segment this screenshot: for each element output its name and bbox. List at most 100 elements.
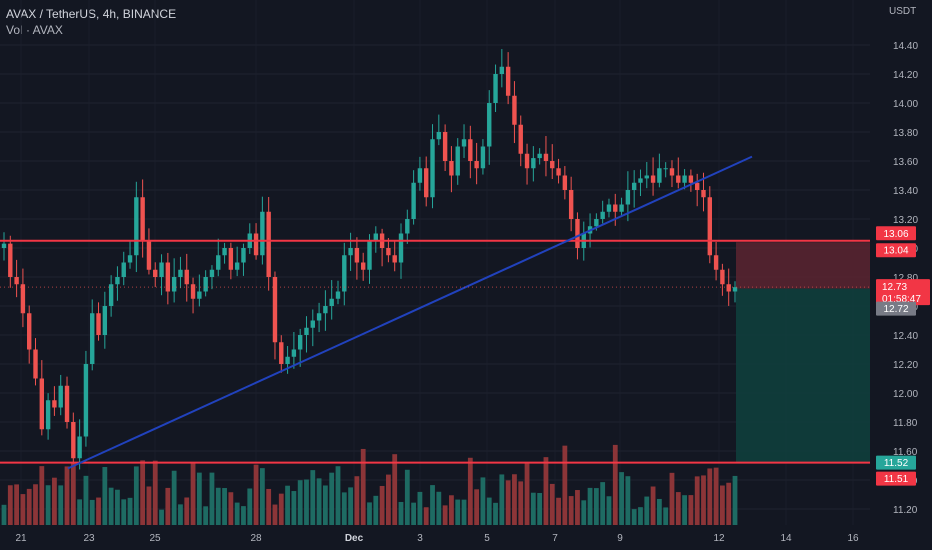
- volume-bar: [58, 485, 64, 525]
- volume-bar: [39, 466, 45, 525]
- volume-bar: [367, 502, 372, 525]
- candle-body: [285, 356, 290, 364]
- position-price-badge: [876, 301, 916, 316]
- price-tick-label: 12.20: [893, 360, 918, 371]
- price-axis[interactable]: USDT 14.40 14.20 14.00 13.80 13.60 13.40 13.20…: [889, 6, 918, 516]
- resistance-badge-a: [876, 226, 916, 241]
- candle-body: [568, 190, 574, 219]
- candle-body: [619, 204, 624, 212]
- candle-body: [701, 190, 706, 198]
- volume-bar: [253, 464, 259, 525]
- drawings[interactable]: [0, 155, 870, 470]
- candle-body: [8, 243, 13, 277]
- date-tick-label: 7: [552, 533, 558, 544]
- volume-bar: [568, 496, 574, 525]
- volume-bar: [682, 495, 687, 525]
- volume-bar: [159, 509, 164, 525]
- volume-bar: [549, 483, 555, 525]
- candle-body: [562, 175, 568, 190]
- volume-bar: [524, 463, 530, 525]
- candle-body: [335, 291, 341, 299]
- volume-bar: [688, 495, 694, 525]
- candle-body: [197, 291, 202, 299]
- candle-body: [342, 255, 347, 292]
- candle-body: [58, 385, 63, 408]
- volume-bar: [222, 488, 227, 525]
- candle-body: [468, 139, 473, 161]
- trend-line[interactable]: [67, 155, 753, 470]
- volume-bar: [64, 466, 70, 525]
- position-price-text: 12.72: [883, 304, 908, 315]
- candle-body: [669, 168, 675, 176]
- volume-bar: [152, 460, 158, 525]
- candle-body: [720, 269, 725, 285]
- volume-indicator-label[interactable]: Vol · AVAX: [6, 23, 63, 37]
- take-profit-zone[interactable]: [736, 288, 870, 463]
- last-price-badge: [876, 279, 930, 306]
- last-price-text: 12.73: [882, 282, 907, 293]
- volume-bar: [449, 495, 454, 525]
- volume-bar: [505, 480, 511, 525]
- candle-body: [348, 248, 353, 256]
- candle-body: [241, 248, 246, 263]
- candle-body: [134, 197, 139, 256]
- candle-body: [411, 182, 416, 219]
- price-tick-label: 14.00: [893, 99, 918, 110]
- date-tick-label: 9: [617, 533, 623, 544]
- volume-bar: [619, 472, 624, 525]
- volume-bar: [329, 472, 335, 525]
- volume-bar: [341, 492, 347, 525]
- price-tick-label: 11.80: [893, 418, 918, 429]
- volume-bar: [656, 498, 662, 525]
- volume-bar: [297, 480, 303, 525]
- time-axis[interactable]: 21 23 25 28 Dec 3 5 7 9 12 14 16: [15, 533, 859, 544]
- candle-body: [253, 233, 259, 256]
- volume-bar: [606, 496, 612, 525]
- volume-bar: [140, 460, 146, 525]
- chart-header: AVAX / TetherUS, 4h, BINANCE Vol · AVAX: [6, 6, 176, 38]
- volume-bar: [33, 484, 38, 525]
- volume-bar: [518, 481, 524, 525]
- countdown-text: 01:58:47: [882, 294, 921, 305]
- volume-bar: [291, 491, 297, 525]
- resistance-badge-a-text: 13.06: [883, 229, 908, 240]
- volume-bar: [146, 486, 152, 525]
- candle-body: [474, 161, 479, 169]
- candle-body: [190, 284, 196, 299]
- candle-body: [39, 378, 45, 430]
- candle-body: [159, 262, 164, 277]
- volume-bar: [669, 472, 675, 525]
- price-tick-label: 12.40: [893, 331, 918, 342]
- candle-body: [367, 240, 372, 270]
- volume-bar: [719, 485, 725, 525]
- volume-bar: [625, 476, 631, 525]
- symbol-title[interactable]: AVAX / TetherUS, 4h, BINANCE: [6, 7, 177, 21]
- candle-body: [373, 233, 379, 241]
- volume-bar: [493, 502, 498, 525]
- date-tick-label: 3: [417, 533, 423, 544]
- price-tick-label: 12.80: [893, 273, 918, 284]
- volume-bar: [171, 470, 177, 525]
- candle-body: [449, 161, 454, 176]
- candle-body: [1, 243, 7, 248]
- candle-body: [45, 400, 51, 430]
- volume-bar: [726, 482, 732, 525]
- volume-bar: [77, 499, 83, 525]
- candle-body: [713, 255, 719, 270]
- candle-body: [222, 248, 227, 256]
- volume-bar: [360, 448, 366, 525]
- volume-bar: [512, 474, 517, 525]
- volume-bar: [184, 497, 190, 525]
- candle-body: [108, 284, 114, 306]
- volume-bar: [556, 497, 561, 525]
- volume-bar: [638, 507, 643, 525]
- stop-loss-zone[interactable]: [736, 242, 870, 289]
- volume-bar: [304, 479, 309, 525]
- candle-body: [96, 313, 101, 335]
- volume-bar: [96, 497, 101, 525]
- price-tick-label: 11.20: [893, 505, 918, 516]
- candle-body: [27, 313, 32, 350]
- candle-body: [424, 168, 429, 198]
